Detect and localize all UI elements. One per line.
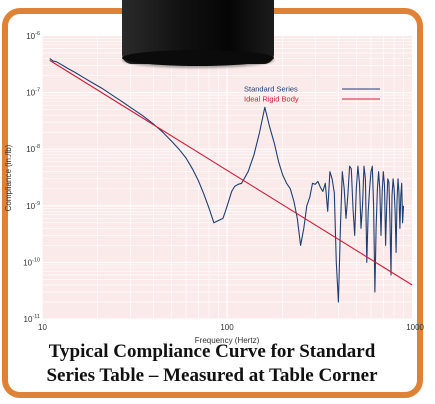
series-layer <box>49 58 413 303</box>
y-tick-exponent: -9 <box>35 201 40 207</box>
x-tick-label: 100 <box>220 323 234 332</box>
isolator-cylinder-base <box>122 50 274 66</box>
y-tick-base: 10 <box>23 258 32 267</box>
y-tick-exponent: -11 <box>32 314 40 320</box>
y-tick-base: 10 <box>26 32 35 41</box>
y-tick-label: 10-6 <box>26 31 40 41</box>
y-tick-label: 10-11 <box>24 314 40 324</box>
series-line-2 <box>49 59 413 286</box>
legend-label-2: Ideal Rigid Body <box>244 95 299 104</box>
y-tick-exponent: -6 <box>35 31 40 37</box>
y-tick-exponent: -7 <box>35 88 40 94</box>
x-axis-ticks: 10 100 1000 <box>38 323 425 332</box>
y-tick-base: 10 <box>26 202 35 211</box>
chart-caption: Typical Compliance Curve for Standard Se… <box>12 340 412 388</box>
grid <box>41 36 412 320</box>
caption-line-1: Typical Compliance Curve for Standard <box>48 341 376 362</box>
y-tick-base: 10 <box>24 315 33 324</box>
caption-line-2: Series Table – Measured at Table Corner <box>46 365 378 386</box>
y-tick-base: 10 <box>26 89 35 98</box>
y-tick-label: 10-10 <box>23 257 40 267</box>
y-tick-label: 10-7 <box>26 88 40 98</box>
x-tick-label: 1000 <box>406 323 424 332</box>
y-axis-label: Compliance (in./lb) <box>4 144 13 211</box>
series-line-1 <box>49 58 405 303</box>
y-tick-label: 10-8 <box>26 144 40 154</box>
x-tick-label: 10 <box>38 323 47 332</box>
y-tick-label: 10-9 <box>26 201 40 211</box>
y-tick-exponent: -10 <box>32 257 40 263</box>
legend-label-1: Standard Series <box>244 85 298 94</box>
x-axis-label: Frequency (Hertz) <box>195 336 260 345</box>
y-tick-base: 10 <box>26 145 35 154</box>
y-tick-exponent: -8 <box>35 144 40 150</box>
